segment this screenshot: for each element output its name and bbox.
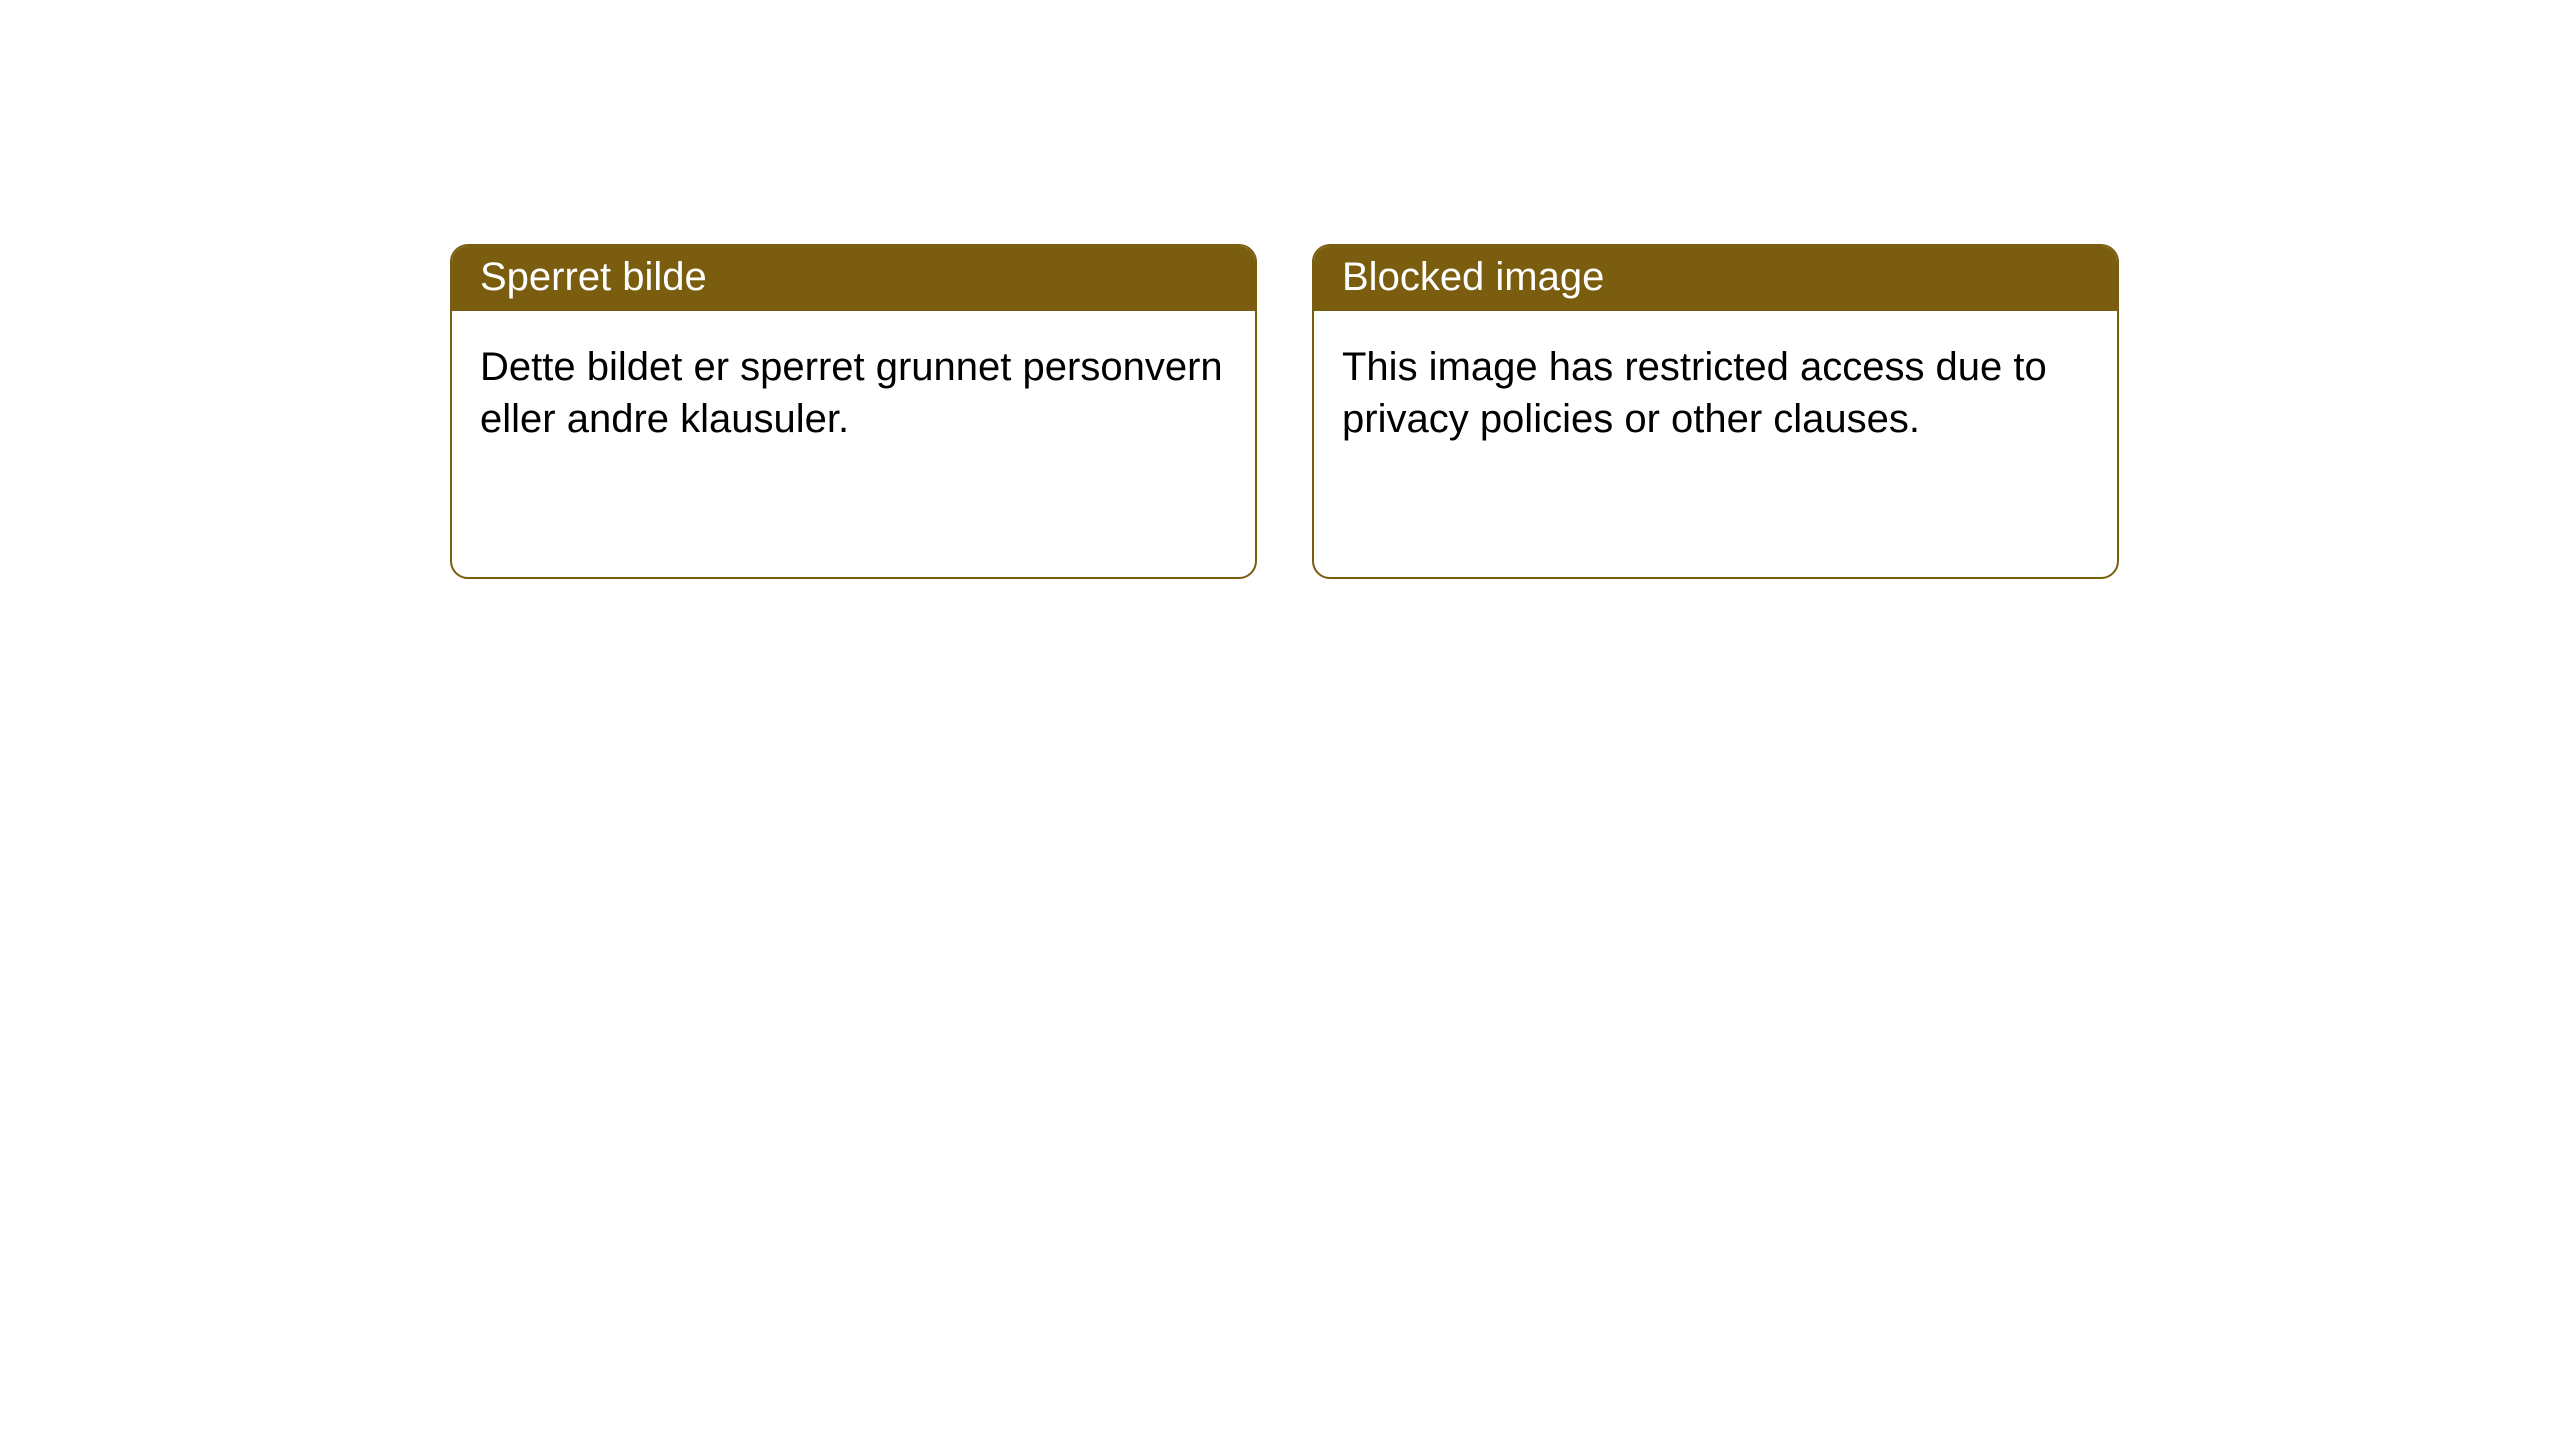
notice-container: Sperret bilde Dette bildet er sperret gr… xyxy=(0,0,2560,579)
card-body-english: This image has restricted access due to … xyxy=(1314,311,2117,475)
blocked-image-card-english: Blocked image This image has restricted … xyxy=(1312,244,2119,579)
card-message-norwegian: Dette bildet er sperret grunnet personve… xyxy=(480,345,1223,441)
card-body-norwegian: Dette bildet er sperret grunnet personve… xyxy=(452,311,1255,475)
card-header-norwegian: Sperret bilde xyxy=(452,246,1255,311)
card-title-english: Blocked image xyxy=(1342,255,1604,299)
card-title-norwegian: Sperret bilde xyxy=(480,255,707,299)
blocked-image-card-norwegian: Sperret bilde Dette bildet er sperret gr… xyxy=(450,244,1257,579)
card-header-english: Blocked image xyxy=(1314,246,2117,311)
card-message-english: This image has restricted access due to … xyxy=(1342,345,2047,441)
